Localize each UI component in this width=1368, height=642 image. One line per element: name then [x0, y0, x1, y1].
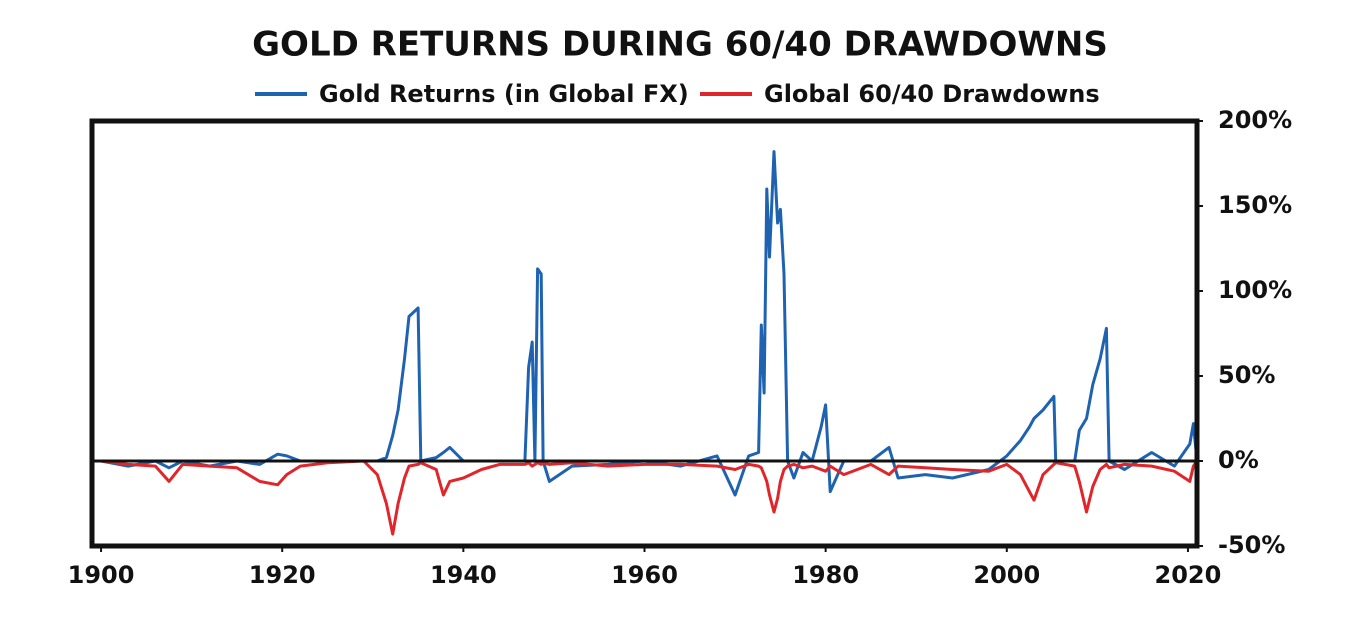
legend-label: Gold Returns (in Global FX)	[319, 80, 689, 108]
y-tick-label: 100%	[1218, 276, 1292, 304]
y-tick-label: 200%	[1218, 106, 1292, 134]
x-tick-label: 1980	[792, 561, 859, 589]
x-tick-label: 1920	[249, 561, 316, 589]
x-tick-label: 1960	[611, 561, 678, 589]
y-tick-label: 0%	[1218, 446, 1259, 474]
series-line	[100, 459, 1199, 536]
x-tick-label: 2000	[973, 561, 1040, 589]
plot-frame	[89, 118, 1200, 549]
x-tick-label: 2020	[1155, 561, 1222, 589]
y-tick-label: 50%	[1218, 361, 1275, 389]
x-tick-label: 1900	[68, 561, 135, 589]
legend-label: Global 60/40 Drawdowns	[764, 80, 1100, 108]
x-tick-label: 1940	[430, 561, 497, 589]
series-line	[100, 150, 1199, 497]
y-tick-label: -50%	[1218, 531, 1285, 559]
y-tick-label: 150%	[1218, 191, 1292, 219]
chart-title: GOLD RETURNS DURING 60/40 DRAWDOWNS	[252, 25, 1108, 65]
